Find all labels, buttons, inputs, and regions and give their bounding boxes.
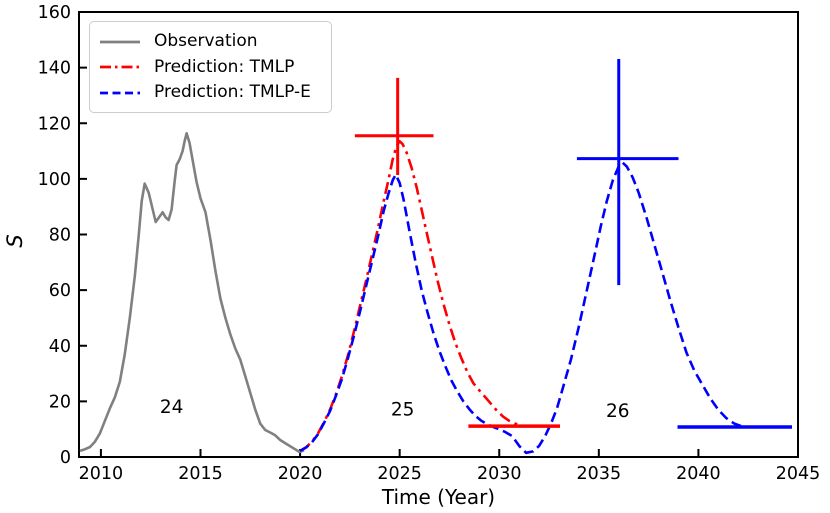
- x-tick-label: 2045: [776, 464, 821, 484]
- legend-item-tmlp: Prediction: TMLP: [99, 55, 321, 80]
- tmlp-line-sample-icon: [100, 65, 140, 69]
- y-tick-label: 120: [38, 114, 71, 134]
- y-tick-label: 60: [49, 281, 71, 301]
- legend-label-tmlp: Prediction: TMLP: [154, 56, 295, 77]
- x-tick-label: 2040: [676, 464, 721, 484]
- tmlp-e-line-sample-icon: [100, 91, 140, 94]
- x-tick-label: 2020: [278, 464, 323, 484]
- prediction-tmlp-e-curve: [299, 161, 743, 455]
- x-tick-label: 2015: [178, 464, 223, 484]
- cycle-label-24: 24: [160, 397, 184, 418]
- y-tick-label: 100: [38, 170, 71, 190]
- observation-curve: [79, 132, 305, 454]
- cycle-label-26: 26: [606, 401, 630, 422]
- x-tick-label: 2010: [79, 464, 124, 484]
- legend-item-tmlp-e: Prediction: TMLP-E: [99, 80, 321, 105]
- y-tick-label: 20: [49, 392, 71, 412]
- legend-label-tmlp-e: Prediction: TMLP-E: [154, 82, 311, 102]
- cycle-label-25: 25: [391, 400, 415, 421]
- observation-line-sample-icon: [100, 40, 140, 43]
- x-tick-label: 2030: [477, 464, 522, 484]
- x-tick-label: 2025: [377, 464, 422, 484]
- y-tick-label: 80: [49, 226, 71, 246]
- x-axis-title: Time (Year): [381, 485, 495, 509]
- y-tick-label: 40: [49, 337, 71, 357]
- y-tick-label: 140: [38, 59, 71, 79]
- legend: Observation Prediction: TMLP Prediction:…: [89, 21, 332, 113]
- x-tick-label: 2035: [577, 464, 622, 484]
- y-tick-label: 0: [60, 448, 71, 468]
- y-axis-title: S: [3, 234, 27, 247]
- legend-label-observation: Observation: [154, 31, 258, 51]
- y-tick-label: 160: [38, 3, 71, 23]
- legend-item-observation: Observation: [99, 29, 321, 54]
